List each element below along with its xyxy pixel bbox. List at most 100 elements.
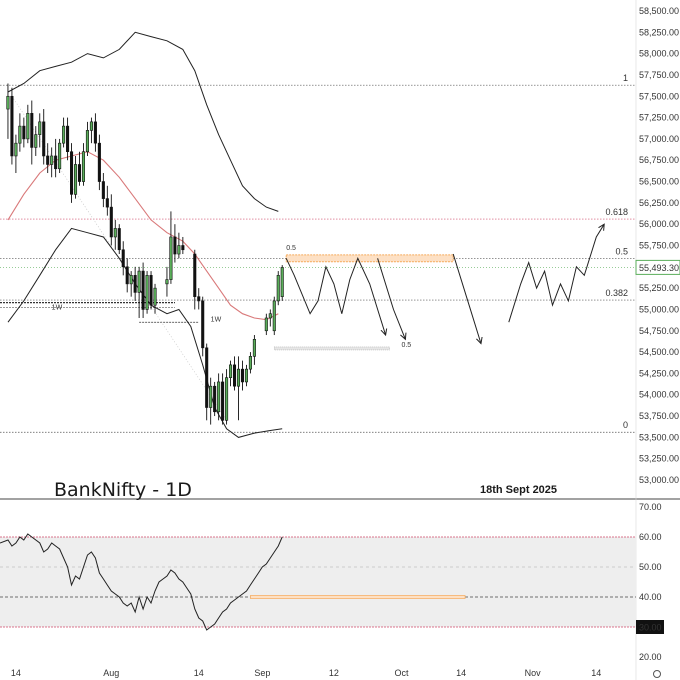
candle-body [10, 95, 14, 157]
candle [217, 373, 221, 421]
rsi-tick-label: 40.00 [639, 592, 662, 602]
candle [201, 296, 205, 357]
candle-body [117, 228, 121, 251]
candle-body [26, 113, 30, 140]
price-tick-label: 55,000.00 [639, 304, 679, 314]
price-axis: 58,500.00 58,250.00 58,000.00 57,750.00 57,5… [635, 6, 680, 485]
candle-body [232, 364, 237, 387]
candle [268, 309, 272, 327]
candle [276, 271, 280, 306]
candle [105, 185, 109, 216]
projection-layer [285, 224, 604, 344]
time-axis: 14 Aug 14 Sep 12 Oct 14 Nov 14 [11, 668, 661, 678]
candle [93, 113, 97, 152]
candle [145, 271, 149, 314]
candle-body [280, 267, 284, 297]
candle [133, 266, 137, 301]
price-tick-label: 56,500.00 [639, 177, 679, 187]
candle [240, 360, 245, 391]
candle [173, 224, 177, 263]
candle-body [46, 155, 50, 165]
fib-label: 0.618 [605, 207, 628, 217]
candle-body [93, 121, 97, 144]
candle-body [105, 198, 109, 208]
price-tick-label: 57,250.00 [639, 113, 679, 123]
bollinger-lower [7, 227, 283, 438]
candle [66, 117, 70, 161]
candle [85, 121, 89, 156]
candle-body [193, 253, 197, 297]
candle-body [81, 151, 86, 182]
candle-body [34, 134, 38, 148]
candle-body [236, 368, 241, 387]
candle [42, 109, 46, 165]
candle-body [141, 270, 145, 310]
time-tick-label: Sep [254, 668, 270, 678]
price-tick-label: 56,000.00 [639, 219, 679, 229]
projection-path [508, 224, 604, 323]
price-tick-label: 57,750.00 [639, 70, 679, 80]
rsi-tick-label: 20.00 [639, 652, 662, 662]
candle [280, 265, 284, 301]
candle [125, 258, 129, 293]
candle [50, 147, 54, 178]
candle [109, 194, 113, 246]
bollinger-upper [7, 31, 279, 212]
candle-body [272, 300, 276, 332]
support-zone [273, 346, 390, 351]
candle [209, 377, 213, 425]
candle-body [70, 151, 74, 195]
candle [252, 335, 256, 365]
price-tick-label: 55,250.00 [639, 283, 679, 293]
time-tick-label: Oct [394, 668, 409, 678]
price-tick-label: 54,750.00 [639, 326, 679, 336]
candle-body [145, 275, 149, 310]
candle-body [54, 155, 58, 170]
annotation-layer: 1W 1W 0.5 0.5 [52, 245, 412, 349]
candle [225, 369, 229, 425]
candle-body [173, 236, 177, 255]
candle-body [38, 121, 42, 135]
candles-layer [6, 83, 284, 425]
candle [70, 143, 74, 203]
price-tick-label: 53,000.00 [639, 475, 679, 485]
candle-body [165, 279, 169, 285]
gear-icon [653, 670, 661, 678]
rsi-tick-label: 60.00 [639, 532, 662, 542]
candle-body [22, 125, 26, 140]
candle-body [149, 275, 153, 306]
candle [54, 138, 58, 178]
candle [197, 288, 201, 310]
price-tick-label: 53,750.00 [639, 411, 679, 421]
candle-body [101, 181, 105, 199]
candle [81, 143, 86, 186]
candle-body [252, 338, 256, 357]
candle [6, 83, 10, 139]
candle [129, 271, 133, 297]
projection-path [452, 253, 481, 344]
rsi-tick-label: 50.00 [639, 562, 662, 572]
candle-body [240, 368, 245, 383]
current-price-badge [635, 259, 680, 275]
candle [248, 352, 252, 374]
rsi-support-zone [250, 595, 466, 599]
candle-body [213, 385, 217, 413]
projection-path [377, 258, 406, 339]
current-price-label: 55,493.30 [639, 263, 679, 273]
candle-body [30, 113, 34, 148]
candle [73, 155, 78, 199]
fib-label: 0.5 [615, 246, 628, 256]
candle [221, 373, 225, 425]
chart-title: BankNifty - 1D [54, 479, 192, 501]
time-tick-label: Aug [103, 668, 119, 678]
rsi-band [0, 537, 636, 627]
candle [165, 266, 169, 297]
candle-body [209, 385, 213, 408]
candle-body [137, 270, 141, 293]
candle-body [42, 121, 46, 157]
candle-body [268, 313, 272, 319]
candle [177, 232, 181, 259]
price-tick-label: 53,250.00 [639, 454, 679, 464]
price-tick-label: 56,250.00 [639, 198, 679, 208]
